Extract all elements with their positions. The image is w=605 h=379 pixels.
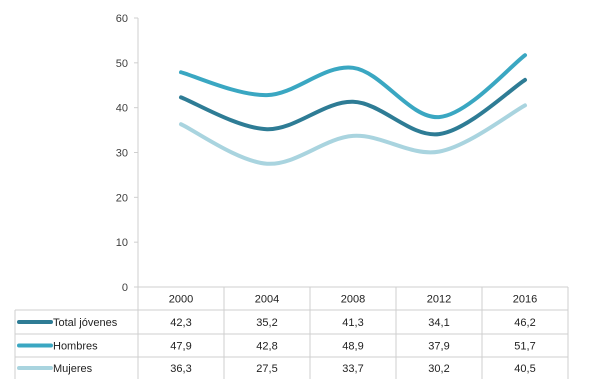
table-cell-value: 47,9 (170, 341, 191, 353)
legend-label-0: Total jóvenes (53, 317, 118, 329)
table-cell-value: 41,3 (342, 317, 363, 329)
y-axis: 0 10 20 30 40 50 60 (116, 13, 139, 294)
x-category-label: 2012 (427, 294, 451, 306)
table-cell-value: 30,2 (428, 363, 449, 375)
x-category-label: 2004 (255, 294, 279, 306)
y-tick-label: 60 (116, 13, 128, 25)
table-cell-value: 42,8 (256, 341, 277, 353)
y-tick-label: 50 (116, 58, 128, 70)
table-cell-value: 33,7 (342, 363, 363, 375)
x-category-label: 2008 (341, 294, 365, 306)
legend-label-1: Hombres (53, 341, 98, 353)
table-cell-value: 35,2 (256, 317, 277, 329)
table-cell-value: 36,3 (170, 363, 191, 375)
y-tick-label: 40 (116, 103, 128, 115)
table-cell-value: 40,5 (514, 363, 535, 375)
table-cell-value: 51,7 (514, 341, 535, 353)
y-tick-label: 30 (116, 148, 128, 160)
y-tick-label: 0 (122, 282, 128, 294)
series-line-2 (179, 103, 527, 166)
table-cell-value: 48,9 (342, 341, 363, 353)
y-tick-label: 20 (116, 192, 128, 204)
x-category-label: 2016 (513, 294, 537, 306)
data-table: 2000 2004 2008 2012 2016 Total jóvenes 42,3 35,… (14, 286, 569, 379)
table-cell-value: 37,9 (428, 341, 449, 353)
series-lines (179, 53, 527, 166)
series-line-1 (179, 53, 527, 120)
x-category-label: 2000 (169, 294, 193, 306)
table-cell-value: 42,3 (170, 317, 191, 329)
table-cell-value: 27,5 (256, 363, 277, 375)
table-cell-value: 34,1 (428, 317, 449, 329)
table-cell-value: 46,2 (514, 317, 535, 329)
series-line-0 (179, 77, 527, 137)
legend-label-2: Mujeres (53, 363, 93, 375)
y-tick-label: 10 (116, 237, 128, 249)
